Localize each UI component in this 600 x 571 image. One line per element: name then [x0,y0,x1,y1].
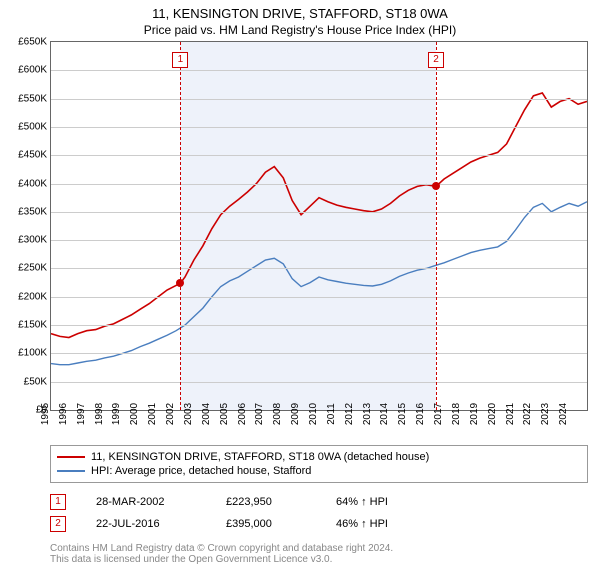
ytick-label: £500K [18,121,47,132]
ytick-label: £50K [24,376,47,387]
xtick-label: 2000 [129,403,140,425]
gridline-h [51,155,587,156]
gridline-h [51,70,587,71]
xtick-label: 2014 [379,403,390,425]
xtick-label: 2017 [433,403,444,425]
sale-marker-box: 2 [428,52,444,68]
xtick-label: 1998 [93,403,104,425]
ytick-label: £550K [18,93,47,104]
ytick-label: £300K [18,235,47,246]
legend-item: 11, KENSINGTON DRIVE, STAFFORD, ST18 0WA… [57,450,581,464]
gridline-h [51,184,587,185]
xtick-label: 2016 [415,403,426,425]
gridline-h [51,99,587,100]
xtick-label: 2006 [236,403,247,425]
sale-marker-line [180,42,181,410]
ytick-label: £100K [18,348,47,359]
legend-label: 11, KENSINGTON DRIVE, STAFFORD, ST18 0WA… [91,451,429,463]
xtick-label: 2022 [522,403,533,425]
chart-subtitle: Price paid vs. HM Land Registry's House … [0,23,600,37]
xtick-label: 2010 [308,403,319,425]
sale-marker-dot [432,182,440,190]
legend-swatch [57,470,85,472]
xtick-label: 1999 [111,403,122,425]
xtick-label: 1995 [40,403,51,425]
sale-event-date: 22-JUL-2016 [96,518,196,530]
sale-marker-box: 1 [172,52,188,68]
series-line [51,93,587,338]
plot-area: £0£50K£100K£150K£200K£250K£300K£350K£400… [50,41,588,411]
xtick-label: 2021 [504,403,515,425]
sale-event-date: 28-MAR-2002 [96,496,196,508]
xtick-label: 2024 [558,403,569,425]
sale-event-hpi: 46% ↑ HPI [336,518,426,530]
xtick-label: 2015 [397,403,408,425]
sale-event-price: £223,950 [226,496,306,508]
xtick-label: 2009 [290,403,301,425]
ytick-label: £650K [18,37,47,48]
ytick-label: £250K [18,263,47,274]
gridline-h [51,268,587,269]
xtick-label: 2019 [469,403,480,425]
xtick-label: 2004 [201,403,212,425]
sale-event-hpi: 64% ↑ HPI [336,496,426,508]
xtick-label: 2007 [254,403,265,425]
sale-events: 1 28-MAR-2002 £223,950 64% ↑ HPI 2 22-JUL-201… [50,491,588,535]
sale-event-price: £395,000 [226,518,306,530]
gridline-h [51,127,587,128]
chart-lines [51,42,587,410]
xtick-label: 1996 [58,403,69,425]
series-line [51,202,587,365]
xtick-label: 2008 [272,403,283,425]
xtick-label: 2023 [540,403,551,425]
xtick-label: 2005 [219,403,230,425]
sale-event-row: 1 28-MAR-2002 £223,950 64% ↑ HPI [50,491,588,513]
gridline-h [51,382,587,383]
ytick-label: £400K [18,178,47,189]
ytick-label: £600K [18,65,47,76]
gridline-h [51,212,587,213]
xtick-label: 2012 [344,403,355,425]
gridline-h [51,297,587,298]
chart-title: 11, KENSINGTON DRIVE, STAFFORD, ST18 0WA [0,6,600,21]
sale-event-marker: 2 [50,516,66,532]
sale-marker-dot [176,279,184,287]
xtick-label: 1997 [76,403,87,425]
gridline-h [51,240,587,241]
xtick-label: 2003 [183,403,194,425]
sale-event-marker: 1 [50,494,66,510]
legend-label: HPI: Average price, detached house, Staf… [91,465,311,477]
ytick-label: £150K [18,320,47,331]
ytick-label: £450K [18,150,47,161]
sale-marker-line [436,42,437,410]
gridline-h [51,325,587,326]
footer-attribution: Contains HM Land Registry data © Crown c… [50,543,588,565]
xtick-label: 2018 [451,403,462,425]
footer-line: Contains HM Land Registry data © Crown c… [50,543,588,554]
legend-box: 11, KENSINGTON DRIVE, STAFFORD, ST18 0WA… [50,445,588,483]
gridline-h [51,353,587,354]
ytick-label: £350K [18,206,47,217]
xtick-label: 2013 [361,403,372,425]
xtick-label: 2020 [487,403,498,425]
xtick-label: 2011 [326,403,337,425]
xtick-label: 2002 [165,403,176,425]
xtick-label: 2001 [147,403,158,425]
legend-item: HPI: Average price, detached house, Staf… [57,464,581,478]
legend-swatch [57,456,85,458]
chart-container: 11, KENSINGTON DRIVE, STAFFORD, ST18 0WA… [0,6,600,565]
sale-event-row: 2 22-JUL-2016 £395,000 46% ↑ HPI [50,513,588,535]
ytick-label: £200K [18,291,47,302]
